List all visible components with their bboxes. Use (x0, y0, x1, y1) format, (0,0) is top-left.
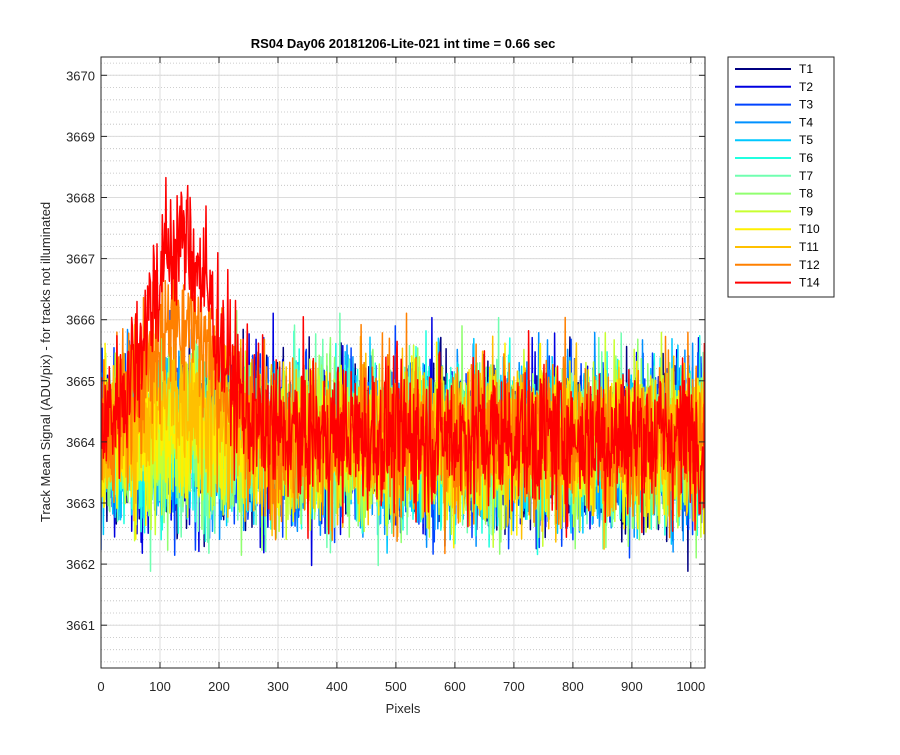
y-tick-label: 3667 (66, 252, 95, 267)
x-tick-label: 800 (562, 679, 584, 694)
legend-label-t11: T11 (799, 240, 819, 254)
y-tick-label: 3666 (66, 313, 95, 328)
legend-label-t5: T5 (799, 133, 813, 147)
legend-label-t14: T14 (799, 276, 820, 290)
legend-label-t2: T2 (799, 80, 813, 94)
axes-box (100, 56, 706, 669)
legend-label-t8: T8 (799, 187, 813, 201)
legend-label-t1: T1 (799, 62, 813, 76)
x-tick-label: 400 (326, 679, 348, 694)
y-tick-label: 3669 (66, 129, 95, 144)
y-tick-label: 3663 (66, 496, 95, 511)
x-tick-labels: 0 100 200 300 400 500 600 700 800 900 1000 (97, 679, 705, 694)
legend-label-t3: T3 (799, 98, 813, 112)
y-tick-label: 3661 (66, 618, 95, 633)
x-tick-label: 900 (621, 679, 643, 694)
y-tick-label: 3665 (66, 374, 95, 389)
x-axis-label: Pixels (386, 701, 421, 716)
legend-label-t4: T4 (799, 115, 813, 129)
series-line-t11 (101, 324, 705, 550)
legend-label-t7: T7 (799, 169, 813, 183)
y-axis-label: Track Mean Signal (ADU/pix) - for tracks… (38, 202, 53, 522)
legend-label-t12: T12 (799, 258, 820, 272)
legend: T1 T2 T3 T4 T5 T6 T7 T8 T9 T10 T11 T12 T14 (727, 56, 835, 298)
chart-title: RS04 Day06 20181206-Lite-021 int time = … (251, 36, 556, 51)
legend-box (727, 56, 835, 298)
x-tick-label: 1000 (676, 679, 705, 694)
x-tick-label: 700 (503, 679, 525, 694)
x-tick-label: 100 (149, 679, 171, 694)
series-line-t14 (101, 176, 705, 540)
y-tick-label: 3662 (66, 557, 95, 572)
y-tick-label: 3670 (66, 68, 95, 83)
y-tick-label: 3668 (66, 191, 95, 206)
x-tick-label: 600 (444, 679, 466, 694)
series-lines (101, 176, 705, 573)
x-tick-label: 200 (208, 679, 230, 694)
axis-ticks (100, 57, 705, 668)
y-tick-label: 3664 (66, 435, 95, 450)
x-tick-label: 0 (97, 679, 104, 694)
legend-label-t9: T9 (799, 204, 813, 218)
x-tick-label: 500 (385, 679, 407, 694)
x-tick-label: 300 (267, 679, 289, 694)
legend-label-t10: T10 (799, 222, 820, 236)
y-tick-labels: 3661 3662 3663 3664 3665 3666 3667 3668 3669 3670 (66, 68, 95, 633)
legend-label-t6: T6 (799, 151, 813, 165)
